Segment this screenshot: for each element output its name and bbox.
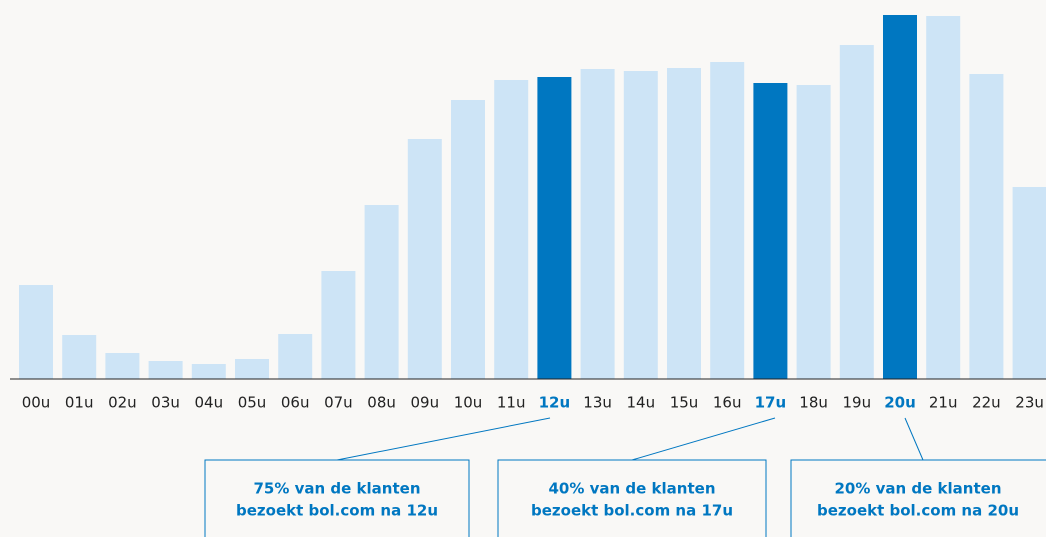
bar	[710, 62, 745, 379]
x-tick-label: 07u	[324, 394, 353, 412]
bar	[969, 74, 1004, 379]
bar	[796, 85, 831, 379]
annotation-box	[497, 459, 767, 537]
x-tick-label: 15u	[670, 394, 699, 412]
bar	[407, 139, 442, 379]
x-tick-label: 17u	[755, 394, 787, 412]
bar	[623, 71, 658, 379]
bar	[278, 334, 313, 379]
x-tick-label: 21u	[929, 394, 958, 412]
bar	[148, 361, 183, 379]
connector	[631, 417, 776, 461]
bar	[451, 100, 485, 379]
bar	[62, 335, 97, 379]
x-tick-label: 00u	[22, 394, 51, 412]
x-tick-label: 11u	[497, 394, 526, 412]
x-tick-label: 16u	[713, 394, 742, 412]
bar	[191, 364, 226, 379]
annotation-box	[790, 459, 1046, 537]
x-tick-label: 02u	[108, 394, 137, 412]
bar	[364, 205, 399, 379]
x-tick-label: 20u	[884, 394, 916, 412]
x-tick-label: 18u	[799, 394, 828, 412]
annotation-text: 20% van de klanten	[835, 480, 1002, 498]
x-tick-label: 13u	[583, 394, 612, 412]
annotation-text: bezoekt bol.com na 20u	[817, 502, 1019, 520]
x-tick-label: 04u	[195, 394, 224, 412]
x-tick-label: 09u	[411, 394, 440, 412]
bar	[19, 285, 53, 379]
annotation-box	[204, 459, 470, 537]
bar	[883, 15, 917, 379]
bar	[235, 359, 269, 379]
x-tick-label: 22u	[972, 394, 1001, 412]
connector	[904, 417, 924, 461]
x-tick-label: 06u	[281, 394, 310, 412]
bar	[321, 271, 356, 379]
connector	[336, 417, 551, 461]
x-tick-label: 08u	[367, 394, 396, 412]
x-tick-label: 05u	[238, 394, 267, 412]
x-tick-label: 01u	[65, 394, 94, 412]
bar	[1012, 187, 1046, 379]
bar	[537, 77, 572, 379]
annotation-text: 75% van de klanten	[254, 480, 421, 498]
bar	[753, 83, 788, 379]
x-tick-label: 23u	[1015, 394, 1044, 412]
x-tick-label: 10u	[454, 394, 483, 412]
x-tick-label: 03u	[151, 394, 180, 412]
annotation-text: bezoekt bol.com na 12u	[236, 502, 438, 520]
annotation-frames	[204, 417, 1046, 537]
annotation-text: bezoekt bol.com na 17u	[531, 502, 733, 520]
annotation-text: 40% van de klanten	[549, 480, 716, 498]
x-tick-label: 14u	[627, 394, 656, 412]
x-tick-label: 19u	[843, 394, 872, 412]
bar	[494, 80, 529, 379]
bar	[105, 353, 140, 379]
bar	[667, 68, 701, 379]
bar	[839, 45, 874, 379]
bar	[926, 16, 961, 379]
x-tick-label: 12u	[539, 394, 571, 412]
bar	[580, 69, 615, 379]
